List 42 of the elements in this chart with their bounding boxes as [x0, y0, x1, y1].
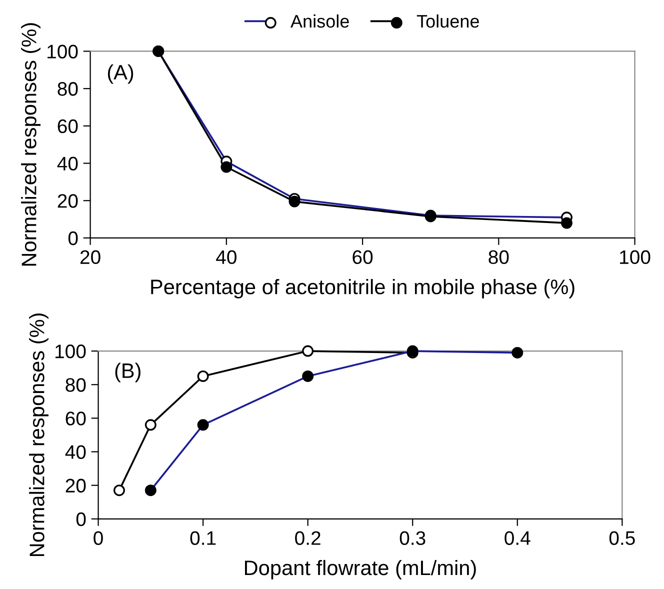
point	[220, 161, 232, 173]
x-tick-label: 100	[620, 250, 650, 264]
point	[113, 484, 125, 496]
y-tick-label: 20	[58, 194, 78, 208]
x-tick-label: 0.3	[400, 531, 426, 545]
point	[197, 419, 209, 431]
y-tick-label: 20	[66, 478, 86, 493]
y-tick-label: 40	[57, 156, 78, 171]
y-tick-label: 80	[58, 82, 78, 96]
point	[512, 346, 524, 358]
point	[560, 217, 572, 229]
x-tick-label: 0.2	[295, 531, 320, 545]
y-tick-label: 100	[48, 44, 78, 58]
x-tick-label: 80	[488, 250, 509, 264]
point	[302, 370, 314, 382]
y-tick-label: 0	[76, 512, 86, 526]
y-tick-label: 40	[65, 445, 86, 459]
x-tick-label: 0.5	[609, 531, 635, 545]
x-axis-title: Percentage of acetonitrile in mobile phase (%)	[151, 279, 574, 298]
annotation: (B)	[115, 362, 140, 382]
x-tick-label: 40	[216, 250, 236, 264]
point	[197, 370, 209, 382]
x-axis-title: Dopant flowrate (mL/min)	[245, 560, 476, 580]
x-tick-label: 0	[94, 531, 103, 545]
x-tick-label: 60	[352, 250, 373, 264]
y-tick-label: 80	[66, 378, 86, 392]
point	[302, 345, 314, 357]
y-tick-label: 100	[56, 344, 86, 358]
y-tick-label: 60	[58, 119, 78, 134]
y-tick-label: 60	[66, 412, 86, 426]
legend-label: Toluene	[416, 14, 479, 28]
x-tick-label: 20	[80, 250, 100, 264]
x-tick-label: 0.4	[504, 531, 530, 545]
y-tick-label: 0	[68, 231, 78, 246]
point	[144, 419, 156, 431]
y-axis-title: Normalized responses (%)	[21, 23, 41, 266]
point	[288, 196, 300, 208]
annotation: (A)	[108, 64, 134, 84]
x-tick-label: 0.1	[190, 531, 216, 545]
legend-label: Anisole	[290, 14, 349, 28]
y-axis-title: Normalized responses (%)	[29, 314, 48, 556]
point	[144, 484, 156, 496]
